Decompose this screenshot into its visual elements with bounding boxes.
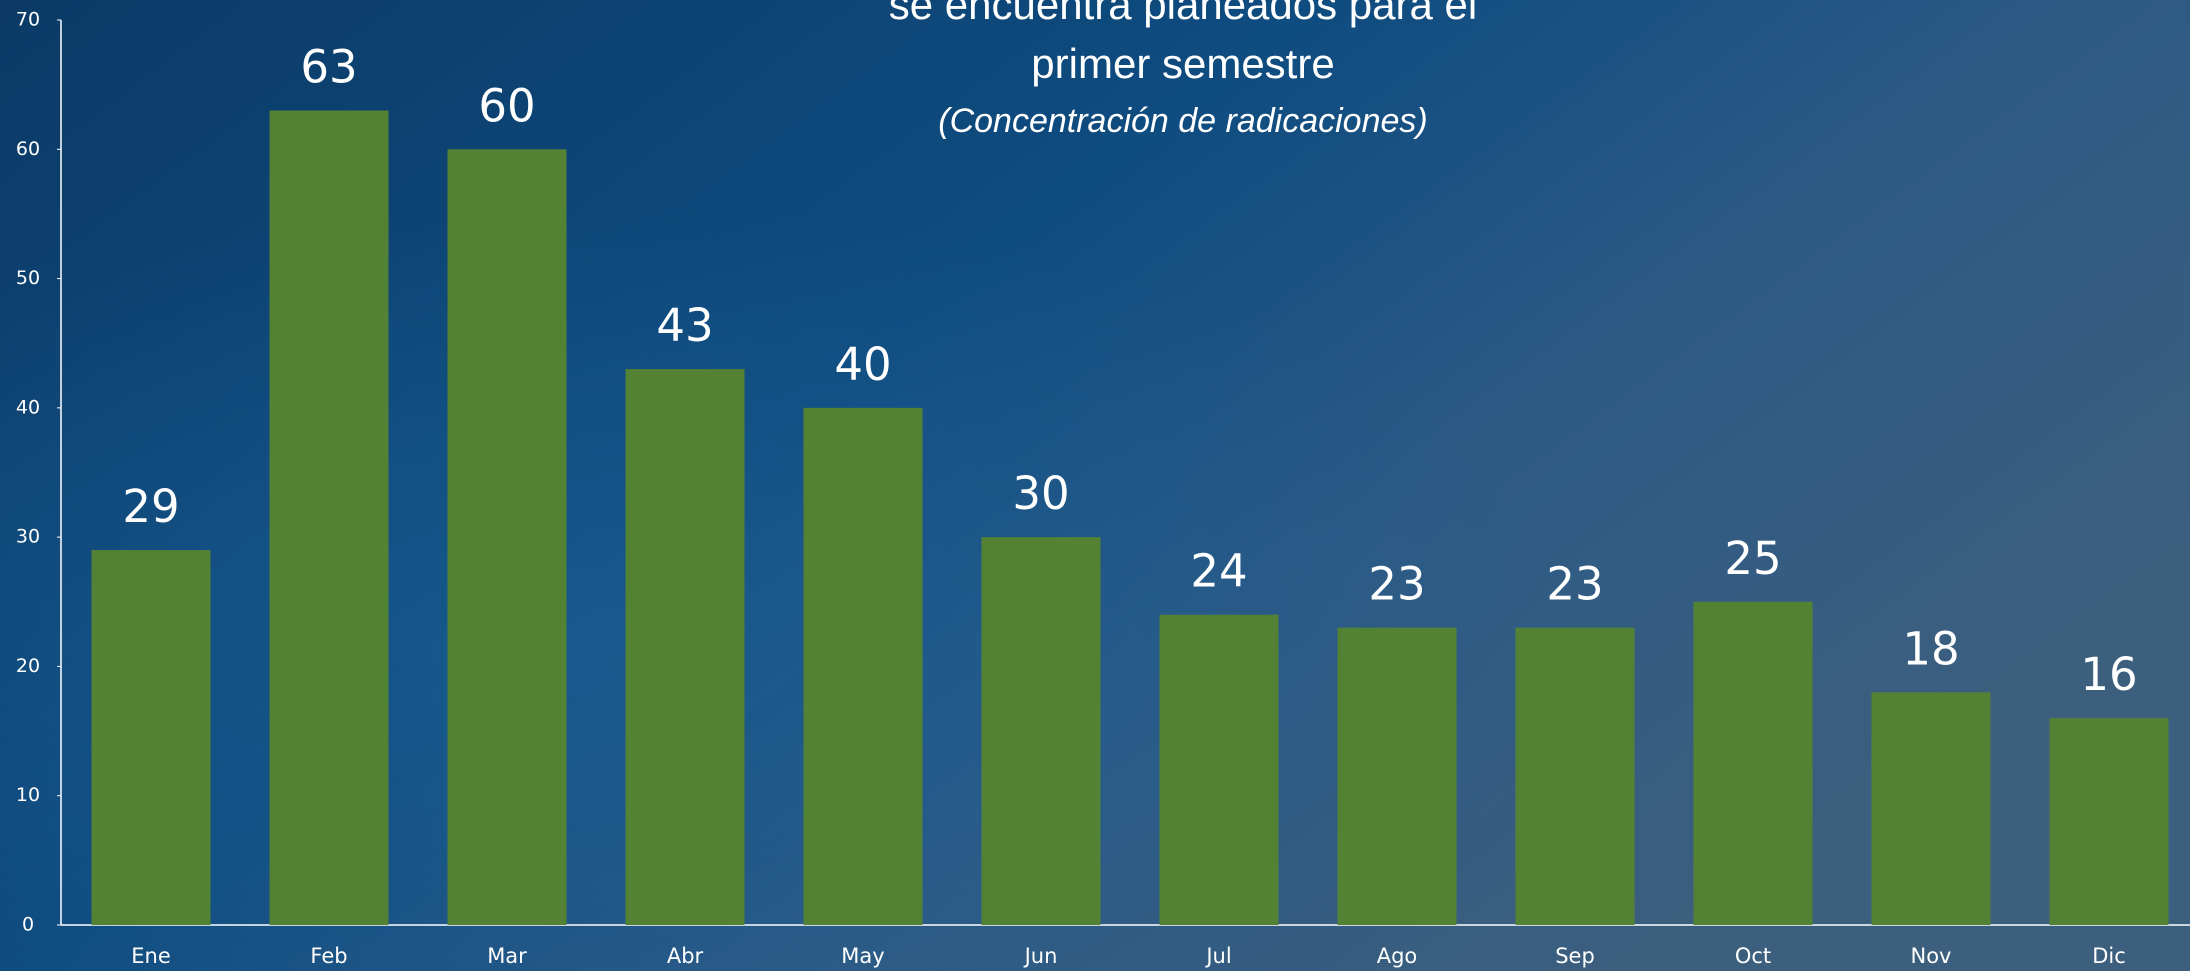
y-tick-label: 60 [16, 138, 40, 160]
x-tick-label: Ago [1377, 944, 1418, 968]
data-label: 24 [1190, 545, 1247, 598]
y-tick-label: 10 [16, 784, 40, 806]
data-label: 63 [300, 41, 357, 94]
bar [1515, 627, 1635, 925]
data-label: 30 [1012, 467, 1069, 520]
data-label: 29 [122, 480, 179, 533]
x-tick-label: Jun [1023, 944, 1058, 968]
data-label: 16 [2080, 648, 2137, 701]
data-label: 60 [478, 79, 535, 132]
x-tick-label: Oct [1735, 944, 1771, 968]
bar [1871, 692, 1991, 925]
x-tick-label: Dic [2092, 944, 2126, 968]
x-tick-label: May [841, 944, 884, 968]
chart-title-line: se encuentra planeados para el [889, 0, 1477, 28]
y-tick-label: 30 [16, 526, 40, 548]
y-tick-label: 20 [16, 655, 40, 677]
bar [2049, 718, 2169, 925]
x-tick-label: Mar [487, 944, 527, 968]
data-label: 25 [1724, 532, 1781, 585]
y-tick-label: 40 [16, 396, 40, 418]
y-tick-label: 70 [16, 9, 40, 31]
bar [1337, 627, 1457, 925]
bar [803, 407, 923, 925]
chart-title-line: primer semestre [1031, 40, 1334, 87]
bar [447, 149, 567, 926]
data-label: 23 [1368, 558, 1425, 611]
data-label: 18 [1902, 622, 1959, 675]
bar [1693, 601, 1813, 925]
bar [1159, 614, 1279, 925]
x-tick-label: Nov [1911, 944, 1952, 968]
chart-subtitle: (Concentración de radicaciones) [938, 102, 1427, 140]
bar [625, 369, 745, 926]
bar [981, 537, 1101, 925]
x-tick-label: Ene [131, 944, 171, 968]
x-tick-label: Feb [310, 944, 347, 968]
data-label: 40 [834, 338, 891, 391]
x-tick-label: Jul [1204, 944, 1231, 968]
bar [91, 550, 211, 925]
data-label: 23 [1546, 558, 1603, 611]
bar [269, 110, 389, 925]
data-label: 43 [656, 299, 713, 352]
x-tick-label: Sep [1555, 944, 1595, 968]
y-tick-label: 0 [22, 914, 34, 936]
x-tick-label: Abr [667, 944, 704, 968]
y-tick-label: 50 [16, 267, 40, 289]
